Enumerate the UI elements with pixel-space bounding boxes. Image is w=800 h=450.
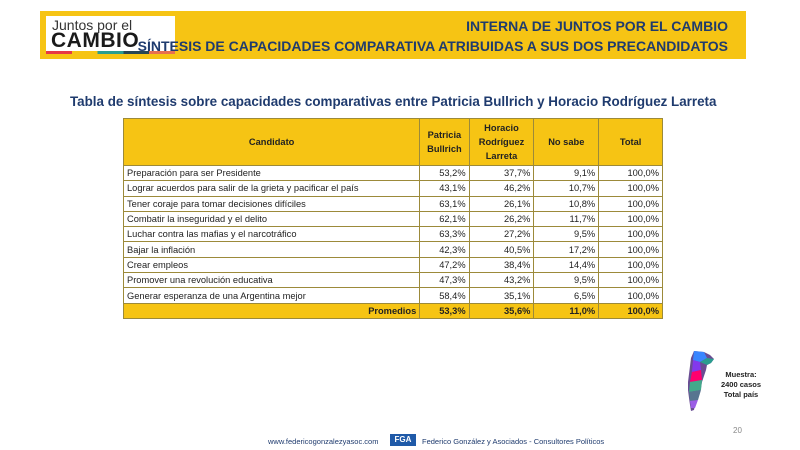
averages-label: Promedios: [122, 302, 421, 319]
larreta-value: 43,2%: [468, 272, 535, 289]
total-value: 100,0%: [598, 226, 663, 243]
bullrich-value: 63,1%: [419, 195, 470, 212]
no-sabe-average: 11,0%: [533, 302, 600, 319]
table-row: Promover una revolución educativa 47,3% …: [122, 272, 663, 289]
row-label: Combatir la inseguridad y el delito: [122, 210, 421, 228]
footer-website-link[interactable]: www.federicogonzalezyasoc.com: [268, 437, 379, 446]
averages-row: Promedios 53,3% 35,6% 11,0% 100,0%: [122, 302, 663, 319]
fga-logo: FGA: [390, 434, 416, 446]
total-value: 100,0%: [598, 164, 663, 182]
row-label: Luchar contra las mafias y el narcotráfi…: [122, 226, 421, 243]
total-value: 100,0%: [598, 272, 663, 289]
larreta-value: 40,5%: [468, 241, 535, 258]
total-value: 100,0%: [598, 256, 663, 274]
no-sabe-value: 14,4%: [533, 256, 600, 274]
bullrich-value: 43,1%: [419, 180, 470, 197]
row-label: Bajar la inflación: [122, 241, 421, 258]
row-label: Preparación para ser Presidente: [122, 164, 421, 182]
no-sabe-value: 10,7%: [533, 180, 600, 197]
sample-note: Muestra: 2400 casos Total país: [720, 370, 762, 399]
juntos-por-el-cambio-logo: Juntos por el CAMBIO: [46, 16, 175, 54]
total-value: 100,0%: [598, 241, 663, 258]
header-banner: Juntos por el CAMBIO INTERNA DE JUNTOS P…: [40, 11, 746, 59]
bullrich-value: 53,2%: [419, 164, 470, 182]
no-sabe-value: 17,2%: [533, 241, 600, 258]
total-value: 100,0%: [598, 210, 663, 228]
table-row: Preparación para ser Presidente 53,2% 37…: [122, 164, 663, 182]
total-value: 100,0%: [598, 195, 663, 212]
no-sabe-value: 11,7%: [533, 210, 600, 228]
bullrich-value: 47,2%: [419, 256, 470, 274]
page-number: 20: [733, 426, 742, 435]
row-label: Lograr acuerdos para salir de la grieta …: [122, 180, 421, 197]
table-header-row: Candidato Patricia Bullrich Horacio Rodr…: [122, 118, 663, 166]
no-sabe-value: 9,5%: [533, 226, 600, 243]
larreta-value: 46,2%: [468, 180, 535, 197]
table-row: Lograr acuerdos para salir de la grieta …: [122, 180, 663, 197]
larreta-value: 38,4%: [468, 256, 535, 274]
larreta-value: 27,2%: [468, 226, 535, 243]
larreta-value: 37,7%: [468, 164, 535, 182]
larreta-value: 26,2%: [468, 210, 535, 228]
bullrich-value: 47,3%: [419, 272, 470, 289]
table-caption: Tabla de síntesis sobre capacidades comp…: [70, 94, 717, 109]
total-value: 100,0%: [598, 180, 663, 197]
larreta-value: 35,1%: [468, 287, 535, 304]
no-sabe-value: 9,5%: [533, 272, 600, 289]
larreta-value: 26,1%: [468, 195, 535, 212]
row-label: Promover una revolución educativa: [122, 272, 421, 289]
bullrich-value: 63,3%: [419, 226, 470, 243]
bullrich-value: 58,4%: [419, 287, 470, 304]
no-sabe-value: 6,5%: [533, 287, 600, 304]
row-label: Generar esperanza de una Argentina mejor: [122, 287, 421, 304]
header-bullrich: Patricia Bullrich: [419, 118, 470, 166]
header-total: Total: [598, 118, 663, 166]
header-candidate: Candidato: [122, 118, 421, 166]
table-row: Generar esperanza de una Argentina mejor…: [122, 287, 663, 304]
bullrich-value: 42,3%: [419, 241, 470, 258]
header-no-sabe: No sabe: [533, 118, 600, 166]
larreta-average: 35,6%: [468, 302, 535, 319]
page-title: INTERNA DE JUNTOS POR EL CAMBIO: [466, 18, 728, 34]
argentina-map-icon: [688, 351, 714, 411]
logo-color-stripe: [46, 51, 175, 54]
table-row: Bajar la inflación 42,3% 40,5% 17,2% 100…: [122, 241, 663, 258]
no-sabe-value: 9,1%: [533, 164, 600, 182]
row-label: Tener coraje para tomar decisiones difíc…: [122, 195, 421, 212]
no-sabe-value: 10,8%: [533, 195, 600, 212]
table-row: Combatir la inseguridad y el delito 62,1…: [122, 210, 663, 228]
table-row: Tener coraje para tomar decisiones difíc…: [122, 195, 663, 212]
total-value: 100,0%: [598, 287, 663, 304]
capacities-table: Candidato Patricia Bullrich Horacio Rodr…: [122, 118, 663, 319]
row-label: Crear empleos: [122, 256, 421, 274]
total-average: 100,0%: [598, 302, 663, 319]
bullrich-average: 53,3%: [419, 302, 470, 319]
bullrich-value: 62,1%: [419, 210, 470, 228]
header-larreta: Horacio Rodríguez Larreta: [468, 118, 535, 166]
table-row: Crear empleos 47,2% 38,4% 14,4% 100,0%: [122, 256, 663, 274]
table-row: Luchar contra las mafias y el narcotráfi…: [122, 226, 663, 243]
page-subtitle: SÍNTESIS DE CAPACIDADES COMPARATIVA ATRI…: [137, 38, 728, 54]
footer-firm-name: Federico González y Asociados - Consulto…: [422, 437, 605, 446]
